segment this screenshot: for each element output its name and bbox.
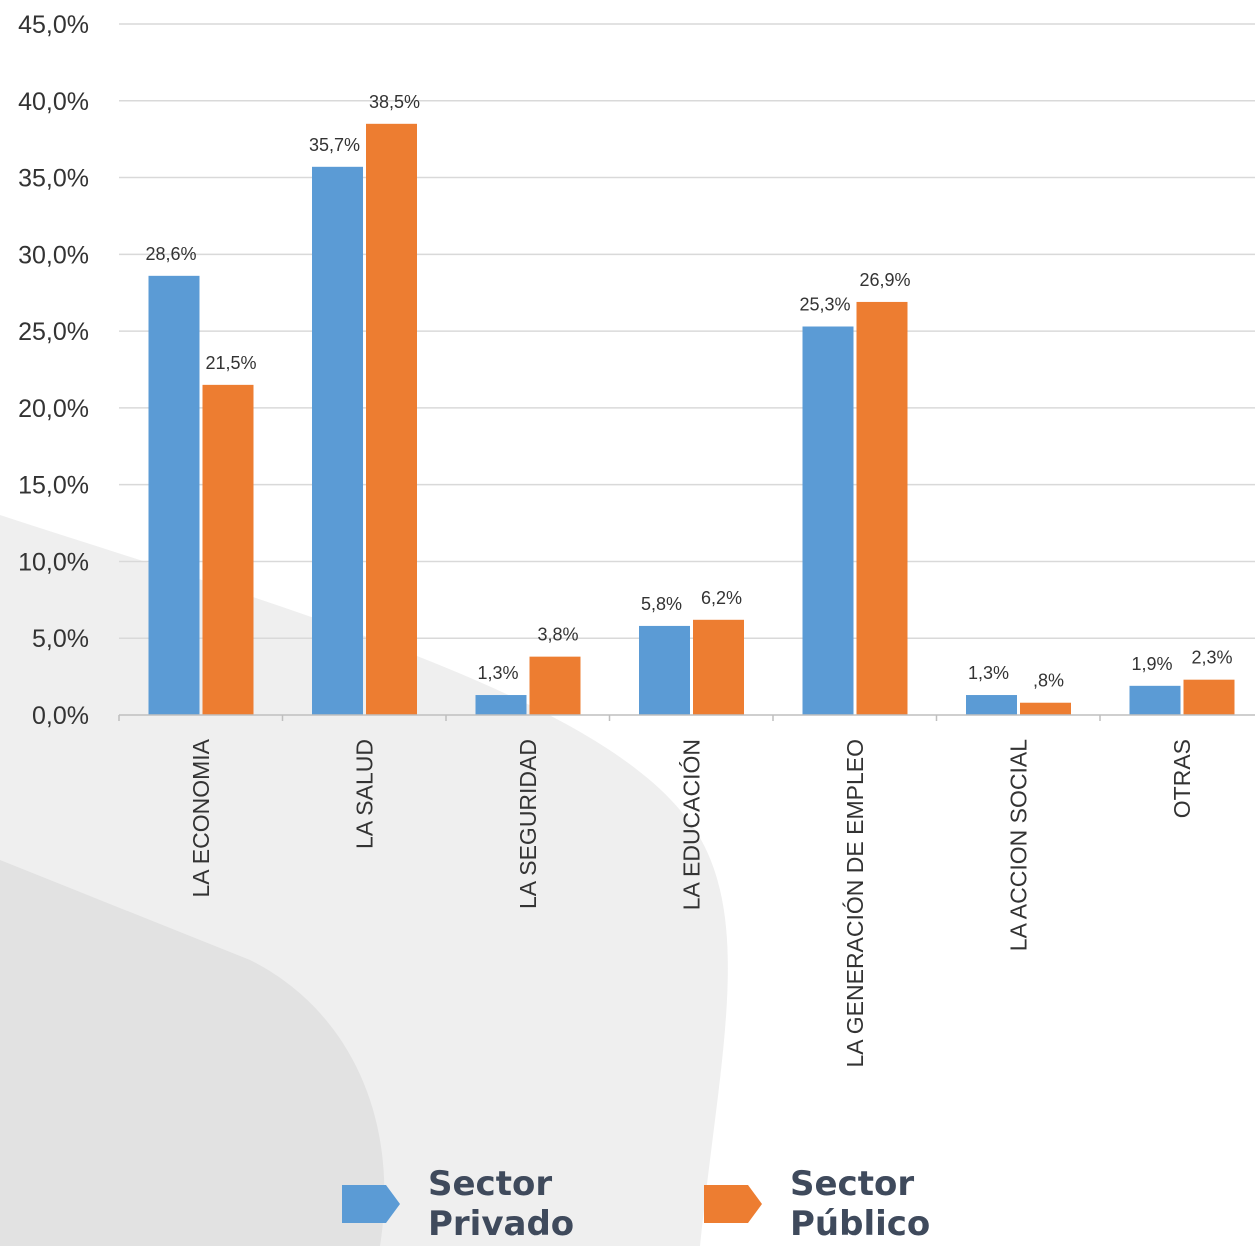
legend-swatch-private: [342, 1185, 400, 1223]
data-label: 1,3%: [968, 663, 1009, 683]
bar-private: [966, 695, 1017, 715]
x-tick-label: LA ACCION SOCIAL: [1006, 739, 1032, 951]
y-tick-label: 0,0%: [32, 702, 89, 730]
data-label: 1,9%: [1131, 654, 1172, 674]
data-label: 6,2%: [701, 588, 742, 608]
data-label: 5,8%: [641, 594, 682, 614]
legend-label-public: Sector Público: [790, 1164, 931, 1244]
y-axis: 0,0% 5,0% 10,0% 15,0% 20,0% 25,0% 30,0% 35,0% 40…: [18, 11, 89, 730]
y-tick-label: 10,0%: [18, 548, 89, 576]
bar-public: [856, 301, 908, 715]
legend-item-private: Sector Privado: [342, 1162, 588, 1246]
bar-private: [312, 166, 363, 716]
y-tick-label: 25,0%: [18, 318, 89, 346]
x-axis: LA ECONOMIA LA SALUD LA SEGURIDAD LA EDUCAC…: [118, 714, 1255, 1067]
data-label: 2,3%: [1191, 648, 1232, 668]
bar-private: [1129, 685, 1181, 715]
x-tick-label: LA SEGURIDAD: [515, 739, 541, 909]
data-label: 35,7%: [309, 135, 360, 155]
data-label: 25,3%: [799, 295, 850, 315]
x-tick-label: OTRAS: [1169, 739, 1195, 818]
legend-swatch-public: [704, 1185, 762, 1223]
y-tick-label: 5,0%: [32, 625, 89, 653]
y-tick-label: 30,0%: [18, 241, 89, 269]
bar-public: [529, 656, 581, 715]
y-tick-label: 35,0%: [18, 165, 89, 193]
bar-public: [1183, 679, 1235, 715]
x-tick-label: LA GENERACIÓN DE EMPLEO: [842, 739, 868, 1067]
x-tick-label: LA EDUCACIÓN: [679, 739, 705, 910]
y-tick-label: 20,0%: [18, 395, 89, 423]
bar-public: [366, 123, 417, 716]
x-tick-label: LA SALUD: [352, 739, 378, 849]
gridlines: [119, 23, 1255, 639]
bar-public: [202, 384, 254, 715]
data-label: 38,5%: [369, 92, 420, 112]
data-label: 1,3%: [477, 663, 518, 683]
data-label: 3,8%: [537, 625, 578, 645]
bar-public: [693, 619, 744, 715]
bar-private: [802, 326, 854, 715]
y-tick-label: 15,0%: [18, 472, 89, 500]
data-label: 28,6%: [145, 244, 196, 264]
bar-private: [148, 275, 200, 715]
data-label: ,8%: [1033, 671, 1064, 691]
bar-private: [639, 625, 690, 715]
legend-item-public: Sector Público: [704, 1162, 950, 1246]
bars: 28,6% 21,5% 35,7% 38,5% 1,3% 3,8% 5,8% 6,2% 25,3…: [145, 92, 1235, 716]
x-tick-label: LA ECONOMIA: [188, 738, 214, 897]
bar-private: [475, 695, 527, 715]
data-label: 26,9%: [859, 270, 910, 290]
bar-public: [1020, 702, 1071, 715]
data-label: 21,5%: [205, 353, 256, 373]
legend-label-private: Sector Privado: [428, 1164, 575, 1244]
background-decoration: [0, 515, 728, 1246]
y-tick-label: 45,0%: [18, 11, 89, 39]
y-tick-label: 40,0%: [18, 88, 89, 116]
